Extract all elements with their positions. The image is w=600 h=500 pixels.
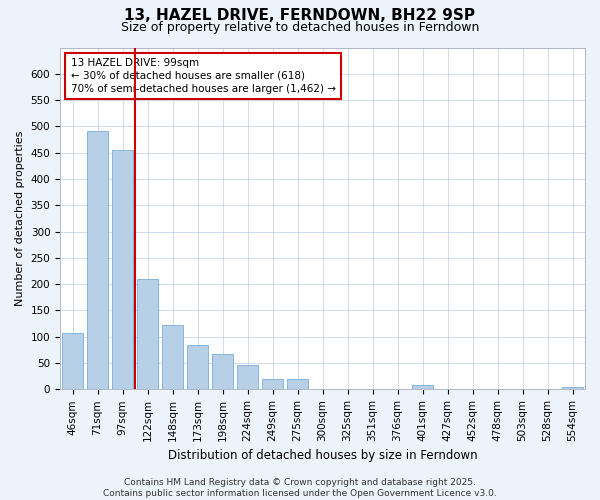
- Text: Contains HM Land Registry data © Crown copyright and database right 2025.
Contai: Contains HM Land Registry data © Crown c…: [103, 478, 497, 498]
- Bar: [412, 385, 433, 390]
- Bar: [287, 379, 308, 390]
- Bar: [112, 150, 133, 390]
- X-axis label: Distribution of detached houses by size in Ferndown: Distribution of detached houses by size …: [168, 450, 478, 462]
- Bar: [137, 279, 158, 390]
- Bar: [237, 364, 258, 390]
- Bar: [187, 344, 208, 390]
- Text: Size of property relative to detached houses in Ferndown: Size of property relative to detached ho…: [121, 22, 479, 35]
- Bar: [562, 386, 583, 390]
- Bar: [162, 325, 183, 390]
- Bar: [262, 379, 283, 390]
- Y-axis label: Number of detached properties: Number of detached properties: [15, 130, 25, 306]
- Text: 13 HAZEL DRIVE: 99sqm
← 30% of detached houses are smaller (618)
70% of semi-det: 13 HAZEL DRIVE: 99sqm ← 30% of detached …: [71, 58, 335, 94]
- Text: 13, HAZEL DRIVE, FERNDOWN, BH22 9SP: 13, HAZEL DRIVE, FERNDOWN, BH22 9SP: [125, 8, 476, 22]
- Bar: [87, 130, 108, 390]
- Bar: [212, 354, 233, 390]
- Bar: [62, 333, 83, 390]
